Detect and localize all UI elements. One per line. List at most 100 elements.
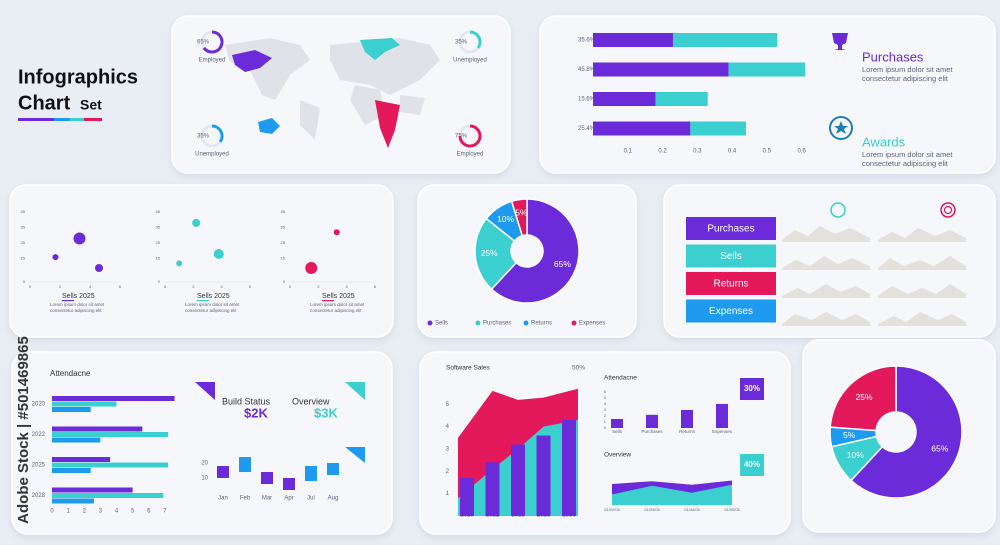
range-bar [217,466,229,478]
y-tick-label: 25 [281,240,286,245]
legend-label: Sells [435,321,448,327]
title-underline [322,300,334,302]
donut-slice [829,365,897,432]
donut-slice [850,365,963,499]
bar [485,462,500,516]
legend-swatch [523,320,529,326]
area [612,484,732,505]
x-tick-label: Aug [328,496,339,502]
gauge-arc [202,30,224,54]
x-tick-label: 2 [59,284,62,289]
y-tick-label: 25.4% [578,126,596,132]
y-tick-label: 2028 [32,493,46,499]
scatter-text: consectetur adipiscing elit [50,308,102,313]
y-tick-label: 10 [201,476,208,482]
side-text: consectetur adipiscing elit [862,74,949,83]
menu-button[interactable] [686,299,776,323]
point [95,264,103,272]
bar [611,419,623,428]
slice-label: 10% [497,214,514,224]
point [213,249,224,259]
bar [52,487,133,493]
bar-segment [593,33,673,47]
bar-segment [690,121,746,136]
y-tick-label: 1 [604,419,607,424]
y-tick-label: 20 [201,461,208,467]
title-underline [197,300,209,302]
y-tick-label: 0 [158,279,161,284]
menu-button[interactable] [686,217,776,240]
slice-label: 65% [931,443,948,453]
scatter-title: Sells 2025 [322,293,355,300]
x-tick-label: 5 [131,509,135,515]
x-tick-label: Sells [612,429,623,434]
gauge-value: 65% [197,40,210,46]
y-tick-label: 6 [604,389,607,394]
x-tick-label: 0.5 [763,149,772,155]
bar [52,493,164,498]
slice-label: 5% [515,208,528,218]
x-tick-label: 0 [164,284,167,289]
y-tick-label: 35.6% [578,38,596,44]
bar-segment [593,62,729,77]
x-tick-label: 0.1 [624,149,633,155]
chart-title: Software Sales [446,365,490,372]
y-tick-label: 45.8% [578,67,596,73]
x-tick-label: 3 [99,509,103,515]
y-tick-label: 45 [21,209,26,214]
y-tick-label: 45 [281,209,286,214]
legend-label: Purchases [483,321,511,327]
bar [52,401,117,407]
bar [52,468,91,473]
y-tick-label: 45 [156,209,161,214]
x-tick-label: Returns [679,429,696,434]
y-tick-label: 2 [446,469,450,475]
badge-text: 30% [744,384,760,393]
gauge-label: Unemployed [453,58,487,64]
bar [511,444,525,516]
bar [52,462,169,468]
bar [681,410,693,428]
gauge-arc [458,124,482,148]
range-bar [239,457,251,472]
legend-swatch [475,320,481,326]
point [73,232,86,245]
legend-label: Expenses [579,321,605,327]
x-tick-label: 1 [66,509,70,515]
icons [195,33,956,463]
gauge-label: Employed [199,58,226,64]
scatter-title: Sells 2025 [62,293,95,300]
menu-button[interactable] [686,272,776,295]
y-tick-label: 1 [446,491,450,497]
x-tick-label: 2 [317,284,320,289]
x-tick-label: Purchases [641,429,663,434]
bar [52,457,111,462]
badge-text: 50% [572,365,585,372]
bar-segment [593,121,691,136]
y-tick-label: 0 [23,279,26,284]
x-tick-label: Feb [240,496,251,502]
menu-label: Purchases [707,224,754,235]
point [52,254,59,261]
range-bar [327,463,339,475]
y-tick-label: 15 [156,256,161,261]
chart-title: Attendacne [50,369,91,378]
x-tick-label: Mar [262,496,272,502]
donut-slice [510,198,528,237]
menu-button[interactable] [686,244,776,268]
legend-label: Returns [531,321,552,327]
gauge-arc [469,30,482,49]
x-tick-label: 4 [221,284,224,289]
title-underline [18,118,102,121]
legend-swatch [427,320,433,326]
y-tick-label: 25 [21,240,26,245]
y-tick-label: 35 [281,225,286,230]
bar [52,426,143,432]
x-tick-label: 6 [119,284,122,289]
x-tick-label: 0.4 [728,149,737,155]
gauge-label: Employed [457,152,484,158]
bar [52,396,175,401]
chart-title: Overview [604,452,631,459]
bar [716,404,728,428]
